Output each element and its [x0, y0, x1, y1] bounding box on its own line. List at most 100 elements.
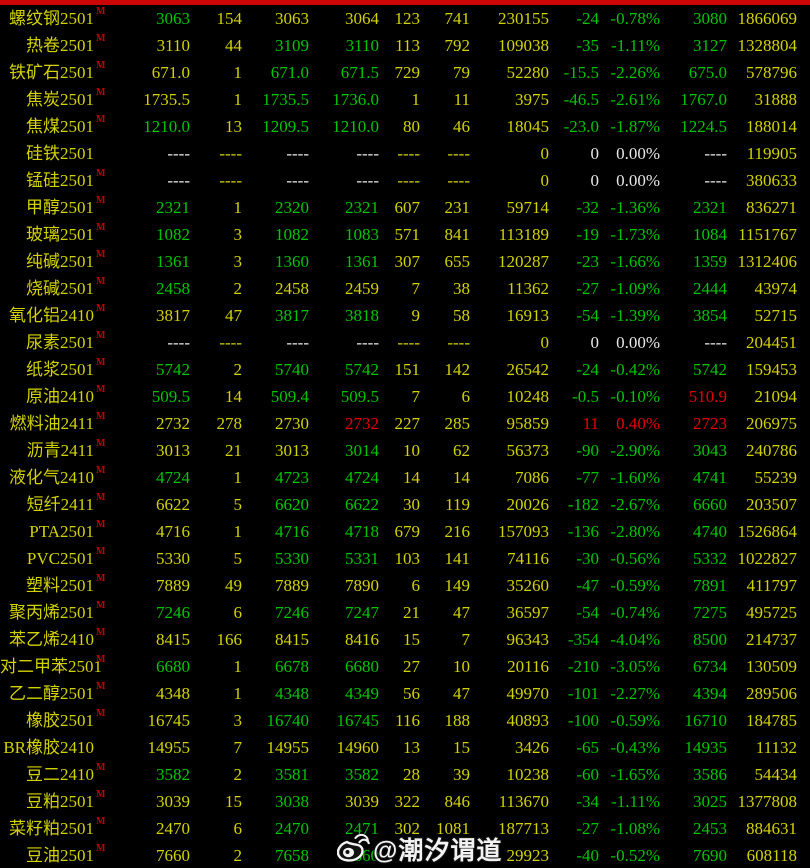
quote-row[interactable]: 聚丙烯2501 M 7246 6 7246 7247 21 47 36597 -54 -0.74% 7… — [0, 599, 810, 626]
quote-row[interactable]: 苯乙烯2410 M 8415 166 8415 8416 15 7 96343 -354 -4.04… — [0, 626, 810, 653]
cell-open_interest: 240786 — [746, 441, 797, 460]
main-contract-marker: M — [96, 627, 106, 638]
cell-volume: 20116 — [507, 657, 549, 676]
cell-open: ---- — [704, 144, 727, 163]
cell-cur_vol: 1 — [233, 90, 243, 109]
quote-row[interactable]: 焦煤2501 M 1210.0 13 1209.5 1210.0 80 46 18045 -23.… — [0, 113, 810, 140]
quote-row[interactable]: 豆二2410 M 3582 2 3581 3582 28 39 10238 -60 -1.65% 35… — [0, 761, 810, 788]
cell-ask: 3110 — [345, 36, 379, 55]
main-contract-marker: M — [96, 654, 106, 665]
cell-change_pct: 0.00% — [616, 333, 660, 352]
cell-change: -90 — [576, 441, 599, 460]
quote-row[interactable]: 铁矿石2501 M 671.0 1 671.0 671.5 729 79 52280 -15.5-… — [0, 59, 810, 86]
quote-row[interactable]: 尿素2501 M ---- ---- ---- ---- ---- ---- 0 0 0.00% --… — [0, 329, 810, 356]
contract-name: 硅铁2501 — [26, 144, 94, 163]
cell-change_pct: -0.42% — [610, 360, 660, 379]
quote-row[interactable]: 甲醇2501 M 2321 1 2320 2321 607 231 59714 -32 -1.36%… — [0, 194, 810, 221]
quote-row[interactable]: 氧化铝2410 M 3817 47 3817 3818 9 58 16913 -54 -1.39% 3… — [0, 302, 810, 329]
quote-row[interactable]: 乙二醇2501 M 4348 1 4348 4349 56 47 49970 -101 -2.27%… — [0, 680, 810, 707]
cell-bid_vol: 116 — [395, 711, 420, 730]
main-contract-marker: M — [96, 573, 106, 584]
contract-name: PTA2501 — [29, 522, 94, 541]
cell-open: 6660 — [693, 495, 727, 514]
contract-name: 氧化铝2410 — [9, 306, 94, 325]
quote-row[interactable]: PTA2501 M 4716 1 4716 4718 679 216 157093 -136 -2.… — [0, 518, 810, 545]
cell-change_pct: -4.04% — [610, 630, 660, 649]
quote-row[interactable]: 豆油2501 M 7660 2 7658 7660 29923 -40 -0.52% 7690 60… — [0, 842, 810, 868]
cell-change: -24 — [576, 9, 599, 28]
cell-change: -35 — [576, 36, 599, 55]
cell-ask_vol: 846 — [444, 792, 471, 811]
quote-row[interactable]: 塑料2501 M 7889 49 7889 7890 6 149 35260 -47 -0.59% 7… — [0, 572, 810, 599]
cell-change: -30 — [576, 549, 599, 568]
quote-row[interactable]: 螺纹钢2501 M 3063 154 3063 3064 123 741 230155 -24 -0… — [0, 5, 810, 32]
cell-bid: 1082 — [275, 225, 309, 244]
contract-name: 菜籽粕2501 — [9, 819, 94, 838]
cell-bid: 5740 — [275, 360, 309, 379]
cell-change_pct: 0.00% — [616, 171, 660, 190]
cell-change: -27 — [576, 819, 599, 838]
cell-change_pct: -0.43% — [610, 738, 660, 757]
cell-ask_vol: 149 — [444, 576, 471, 595]
cell-open: 510.9 — [688, 387, 727, 406]
main-contract-marker: M — [96, 87, 106, 98]
main-contract-marker: M — [96, 438, 106, 449]
cell-open: 2321 — [693, 198, 727, 217]
quote-row[interactable]: 硅铁2501 ---- ---- ---- ---- ---- ---- 0 0 0.00% ---… — [0, 140, 810, 167]
quote-row[interactable]: BR橡胶2410 14955 7 14955 14960 13 15 3426 -65 -0.43… — [0, 734, 810, 761]
quote-row[interactable]: 烧碱2501 M 2458 2 2458 2459 7 38 11362 -27 -1.09% 244… — [0, 275, 810, 302]
quote-row[interactable]: 对二甲苯2501 M 6680 1 6678 6680 27 10 20116 -210 -3.05… — [0, 653, 810, 680]
cell-bid_vol: 9 — [411, 306, 421, 325]
cell-volume: 230155 — [498, 9, 549, 28]
cell-bid_vol: 15 — [403, 630, 420, 649]
quote-row[interactable]: 橡胶2501 M 16745 3 16740 16745 116 188 40893 -100 -0… — [0, 707, 810, 734]
cell-bid_vol: 6 — [411, 576, 421, 595]
cell-volume: 113189 — [498, 225, 549, 244]
cell-bid: 1735.5 — [262, 90, 309, 109]
cell-ask: 14960 — [336, 738, 380, 757]
cell-open: 3127 — [693, 36, 727, 55]
cell-volume: 3426 — [515, 738, 549, 757]
cell-open_interest: 43974 — [754, 279, 798, 298]
cell-volume: 187713 — [498, 819, 549, 838]
quote-row[interactable]: 焦炭2501 M 1735.5 1 1735.5 1736.0 1 11 3975 -46.5 -2… — [0, 86, 810, 113]
cell-bid: 6620 — [275, 495, 309, 514]
cell-cur_vol: 49 — [225, 576, 242, 595]
cell-cur_vol: 44 — [225, 36, 242, 55]
quote-row[interactable]: 燃料油2411 M 2732 278 2730 2732 227 285 95859 11 0.40… — [0, 410, 810, 437]
cell-open: 4740 — [693, 522, 727, 541]
quote-row[interactable]: 菜籽粕2501 M 2470 6 2470 2471 302 1081 187713 -27 -1.… — [0, 815, 810, 842]
main-contract-marker: M — [96, 276, 106, 287]
cell-change_pct: -1.39% — [610, 306, 660, 325]
cell-open: 675.0 — [688, 63, 727, 82]
quote-row[interactable]: 豆粕2501 M 3039 15 3038 3039 322 846 113670 -34 -1.1… — [0, 788, 810, 815]
cell-latest: 6680 — [156, 657, 190, 676]
quote-row[interactable]: 沥青2411 M 3013 21 3013 3014 10 62 56373 -90 -2.90% 3… — [0, 437, 810, 464]
cell-bid_vol: 14 — [403, 468, 420, 487]
contract-name: 螺纹钢2501 — [9, 9, 94, 28]
quote-row[interactable]: 玻璃2501 M 1082 3 1082 1083 571 841 113189 -19 -1.73… — [0, 221, 810, 248]
cell-open_interest: 31888 — [754, 90, 798, 109]
cell-cur_vol: ---- — [219, 144, 242, 163]
quote-row[interactable]: 原油2410 M 509.5 14 509.4 509.5 7 6 10248 -0.5 -0.10… — [0, 383, 810, 410]
cell-volume: 113670 — [498, 792, 549, 811]
quote-row[interactable]: PVC2501 M 5330 5 5330 5331 103 141 74116 -30 -0.56… — [0, 545, 810, 572]
quote-row[interactable]: 纯碱2501 M 1361 3 1360 1361 307 655 120287 -23 -1.66… — [0, 248, 810, 275]
cell-ask: 2459 — [345, 279, 379, 298]
cell-open: 8500 — [693, 630, 727, 649]
quote-row[interactable]: 热卷2501 M 3110 44 3109 3110 113 792 109038 -35 -1.1… — [0, 32, 810, 59]
contract-name: PVC2501 — [26, 549, 94, 568]
quote-row[interactable]: 液化气2410 M 4724 1 4723 4724 14 14 7086 -77 -1.60% 47… — [0, 464, 810, 491]
contract-name: 焦炭2501 — [26, 90, 94, 109]
cell-ask_vol: 47 — [453, 603, 470, 622]
main-contract-marker: M — [96, 465, 106, 476]
cell-open_interest: 380633 — [746, 171, 797, 190]
cell-open: ---- — [704, 333, 727, 352]
cell-ask_vol: 14 — [453, 468, 470, 487]
quote-row[interactable]: 纸浆2501 M 5742 2 5740 5742 151 142 26542 -24 -0.42%… — [0, 356, 810, 383]
quote-row[interactable]: 锰硅2501 M ---- ---- ---- ---- ---- ---- 0 0 0.00% --… — [0, 167, 810, 194]
cell-bid_vol: ---- — [397, 144, 420, 163]
quote-row[interactable]: 短纤2411 M 6622 5 6620 6622 30 119 20026 -182 -2.67%… — [0, 491, 810, 518]
cell-cur_vol: 1 — [233, 522, 243, 541]
cell-bid: ---- — [286, 171, 309, 190]
